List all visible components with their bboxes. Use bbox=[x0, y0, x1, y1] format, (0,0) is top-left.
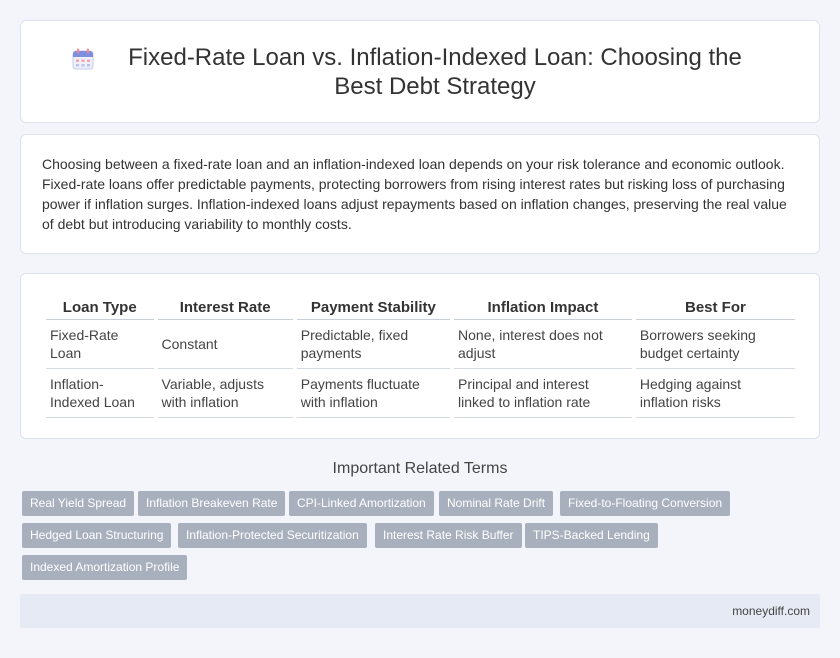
table-row: Inflation-Indexed Loan Variable, adjusts… bbox=[46, 369, 795, 418]
table-cell: Payments fluctuate with inflation bbox=[296, 369, 451, 418]
header-best-for: Best For bbox=[635, 294, 795, 320]
related-term-tag[interactable]: Nominal Rate Drift bbox=[439, 491, 554, 516]
comparison-table: Loan Type Interest Rate Payment Stabilit… bbox=[42, 294, 799, 418]
related-term-tag[interactable]: Interest Rate Risk Buffer bbox=[375, 523, 522, 548]
title-wrap: Fixed-Rate Loan vs. Inflation-Indexed Lo… bbox=[21, 21, 819, 122]
related-term-tag[interactable]: Indexed Amortization Profile bbox=[22, 555, 188, 580]
header-inflation-impact: Inflation Impact bbox=[454, 294, 632, 320]
related-term-tag[interactable]: Inflation-Protected Securitization bbox=[178, 523, 367, 548]
table-header-row: Loan Type Interest Rate Payment Stabilit… bbox=[46, 294, 795, 320]
related-term-tag[interactable]: Hedged Loan Structuring bbox=[22, 523, 172, 548]
header-payment-stability: Payment Stability bbox=[296, 294, 451, 320]
related-term-tag[interactable]: TIPS-Backed Lending bbox=[525, 523, 658, 548]
table-cell: Variable, adjusts with inflation bbox=[157, 369, 293, 418]
table-cell: Predictable, fixed payments bbox=[296, 320, 451, 369]
table-row: Fixed-Rate Loan Constant Predictable, fi… bbox=[46, 320, 795, 369]
table-cell: Borrowers seeking budget certainty bbox=[635, 320, 795, 369]
related-term-tag[interactable]: Real Yield Spread bbox=[22, 491, 135, 516]
table-cell: Inflation-Indexed Loan bbox=[46, 369, 154, 418]
table-cell: Hedging against inflation risks bbox=[635, 369, 795, 418]
table-cell: Principal and interest linked to inflati… bbox=[454, 369, 632, 418]
header-interest-rate: Interest Rate bbox=[157, 294, 293, 320]
table-cell: Constant bbox=[157, 320, 293, 369]
comparison-card: Loan Type Interest Rate Payment Stabilit… bbox=[20, 273, 820, 439]
calendar-icon bbox=[72, 48, 94, 70]
intro-paragraph: Choosing between a fixed-rate loan and a… bbox=[42, 156, 787, 232]
header-loan-type: Loan Type bbox=[46, 294, 154, 320]
related-term-tag[interactable]: Inflation Breakeven Rate bbox=[138, 491, 286, 516]
table-cell: None, interest does not adjust bbox=[454, 320, 632, 369]
footer-site-link[interactable]: moneydiff.com bbox=[732, 604, 810, 618]
title-card: Fixed-Rate Loan vs. Inflation-Indexed Lo… bbox=[20, 20, 820, 123]
related-terms-heading: Important Related Terms bbox=[332, 460, 508, 477]
table-cell: Fixed-Rate Loan bbox=[46, 320, 154, 369]
related-term-tag[interactable]: CPI-Linked Amortization bbox=[289, 491, 434, 516]
footer-bar: moneydiff.com bbox=[20, 594, 820, 628]
related-term-tag[interactable]: Fixed-to-Floating Conversion bbox=[560, 491, 731, 516]
page-title: Fixed-Rate Loan vs. Inflation-Indexed Lo… bbox=[128, 43, 742, 100]
intro-card: Choosing between a fixed-rate loan and a… bbox=[20, 134, 820, 254]
